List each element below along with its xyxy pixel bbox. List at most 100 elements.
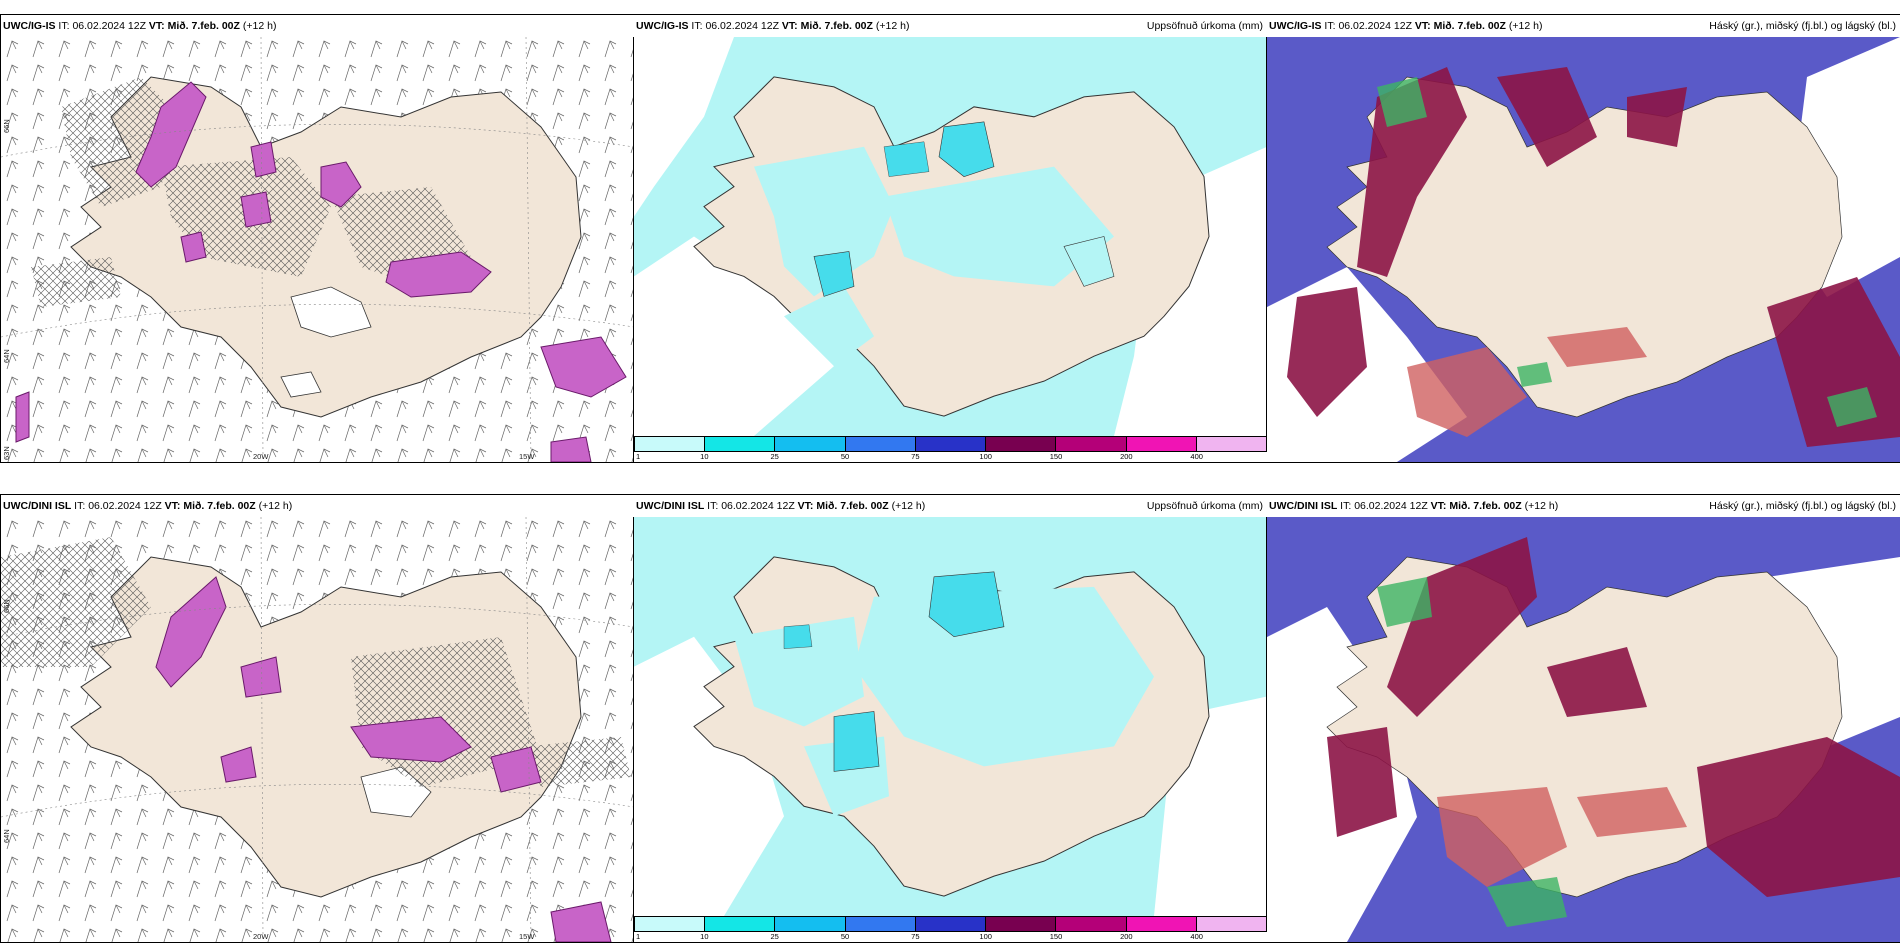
- it-value: 06.02.2024 12Z: [705, 20, 779, 32]
- model-name: UWC/DINI ISL: [3, 500, 72, 512]
- lead-time: (+12 h): [242, 20, 277, 32]
- vt-value: Mið. 7.feb. 00Z: [816, 500, 889, 512]
- colorbar-swatch: [1056, 917, 1127, 931]
- vt-value: Mið. 7.feb. 00Z: [800, 20, 873, 32]
- it-label: IT:: [707, 500, 719, 512]
- panel-header: UWC/IG-IS IT: 06.02.2024 12Z VT: Mið. 7.…: [1267, 15, 1900, 37]
- colorbar-swatch: [705, 437, 776, 451]
- lat-label-64n: 64N: [2, 829, 11, 843]
- colorbar-swatch: [986, 437, 1057, 451]
- lead-time: (+12 h): [1508, 20, 1543, 32]
- cloud-map: [1267, 37, 1900, 462]
- colorbar-tick-label: 150: [1049, 452, 1063, 461]
- lat-label-66n: 66N: [2, 119, 11, 133]
- precip-map: [634, 37, 1267, 436]
- colorbar-tick-label: 10: [700, 452, 709, 461]
- lon-label-20w: 20W: [253, 932, 269, 941]
- lat-label-66n: 66N: [2, 599, 11, 613]
- vt-label: VT:: [797, 500, 814, 512]
- precip-colorbar: 1 10 25 50 75 100 150 200 400: [634, 436, 1267, 462]
- model-name: UWC/DINI ISL: [1269, 500, 1338, 512]
- lon-label-15w: 15W: [519, 932, 535, 941]
- precip-map: [634, 517, 1267, 916]
- colorbar-tick-label: 75: [911, 932, 920, 941]
- lon-label-15w: 15W: [519, 452, 535, 461]
- colorbar-swatch: [1196, 437, 1266, 451]
- model-name: UWC/IG-IS: [636, 20, 689, 32]
- colorbar-swatch: [986, 917, 1057, 931]
- colorbar-tick-label: 1: [636, 932, 641, 941]
- wind-map: [1, 517, 634, 942]
- cloud-title: Háský (gr.), miðský (fj.bl.) og lágský (…: [1709, 500, 1896, 512]
- model-name: UWC/DINI ISL: [636, 500, 705, 512]
- vt-label: VT:: [1414, 20, 1431, 32]
- precip-colorbar: 1 10 25 50 75 100 150 200 400: [634, 916, 1267, 942]
- precip-panel-top: UWC/IG-IS IT: 06.02.2024 12Z VT: Mið. 7.…: [633, 14, 1268, 463]
- lat-label-63n: 63N: [2, 446, 11, 460]
- colorbar-tick-label: 100: [979, 932, 992, 941]
- colorbar-swatch: [635, 437, 706, 451]
- panel-header: UWC/IG-IS IT: 06.02.2024 12Z VT: Mið. 7.…: [634, 15, 1267, 37]
- colorbar-swatch: [705, 917, 776, 931]
- colorbar-ticks: 1 10 25 50 75 100 150 200 400: [634, 452, 1267, 462]
- cloud-panel-top: UWC/IG-IS IT: 06.02.2024 12Z VT: Mið. 7.…: [1266, 14, 1900, 463]
- colorbar-tick-label: 200: [1120, 932, 1133, 941]
- colorbar-tick-label: 75: [911, 452, 920, 461]
- cloud-map: [1267, 517, 1900, 942]
- colorbar-swatch: [915, 917, 987, 931]
- colorbar-swatches: [634, 916, 1267, 932]
- it-value: 06.02.2024 12Z: [72, 20, 146, 32]
- colorbar-tick-label: 50: [840, 932, 850, 941]
- lead-time: (+12 h): [258, 500, 293, 512]
- colorbar-ticks: 1 10 25 50 75 100 150 200 400: [634, 932, 1267, 942]
- lead-time: (+12 h): [875, 20, 910, 32]
- lead-time: (+12 h): [891, 500, 926, 512]
- it-value: 06.02.2024 12Z: [721, 500, 795, 512]
- iceland-land: [70, 76, 582, 418]
- colorbar-tick-label: 100: [979, 452, 992, 461]
- colorbar-tick-label: 25: [770, 452, 779, 461]
- cloud-panel-bottom: UWC/DINI ISL IT: 06.02.2024 12Z VT: Mið.…: [1266, 494, 1900, 943]
- colorbar-tick-label: 400: [1190, 932, 1203, 941]
- panel-header: UWC/IG-IS IT: 06.02.2024 12Z VT: Mið. 7.…: [1, 15, 634, 37]
- it-label: IT:: [1324, 20, 1336, 32]
- panel-header: UWC/DINI ISL IT: 06.02.2024 12Z VT: Mið.…: [634, 495, 1267, 517]
- colorbar-tick-label: 150: [1049, 932, 1063, 941]
- vt-label: VT:: [148, 20, 165, 32]
- vt-label: VT:: [781, 20, 798, 32]
- it-label: IT:: [691, 20, 703, 32]
- colorbar-swatch: [845, 437, 916, 451]
- colorbar-swatch: [1126, 437, 1197, 451]
- it-value: 06.02.2024 12Z: [1338, 20, 1412, 32]
- panel-header: UWC/DINI ISL IT: 06.02.2024 12Z VT: Mið.…: [1, 495, 634, 517]
- it-label: IT:: [1340, 500, 1352, 512]
- lat-label-64n: 64N: [2, 349, 11, 363]
- colorbar-swatch: [915, 437, 987, 451]
- it-label: IT:: [58, 20, 70, 32]
- colorbar-swatch: [1126, 917, 1197, 931]
- colorbar-tick-label: 50: [840, 452, 850, 461]
- colorbar-tick-label: 400: [1190, 452, 1203, 461]
- panel-header: UWC/DINI ISL IT: 06.02.2024 12Z VT: Mið.…: [1267, 495, 1900, 517]
- wind-snow-panel-top: UWC/IG-IS IT: 06.02.2024 12Z VT: Mið. 7.…: [0, 14, 635, 463]
- precip-title: Uppsöfnuð úrkoma (mm): [1146, 500, 1263, 512]
- colorbar-tick-label: 10: [700, 932, 709, 941]
- model-name: UWC/IG-IS: [3, 20, 56, 32]
- colorbar-tick-label: 1: [636, 452, 641, 461]
- colorbar-swatch: [845, 917, 916, 931]
- cloud-title: Háský (gr.), miðský (fj.bl.) og lágský (…: [1709, 20, 1896, 32]
- lead-time: (+12 h): [1524, 500, 1559, 512]
- precip-title: Uppsöfnuð úrkoma (mm): [1146, 20, 1263, 32]
- colorbar-swatch: [775, 437, 846, 451]
- colorbar-swatch: [775, 917, 846, 931]
- it-value: 06.02.2024 12Z: [88, 500, 162, 512]
- vt-value: Mið. 7.feb. 00Z: [167, 20, 240, 32]
- colorbar-tick-label: 200: [1120, 452, 1133, 461]
- wind-map: [1, 37, 634, 462]
- colorbar-swatches: [634, 436, 1267, 452]
- vt-label: VT:: [164, 500, 181, 512]
- colorbar-swatch: [635, 917, 706, 931]
- it-value: 06.02.2024 12Z: [1354, 500, 1428, 512]
- wind-snow-panel-bottom: UWC/DINI ISL IT: 06.02.2024 12Z VT: Mið.…: [0, 494, 635, 943]
- colorbar-swatch: [1056, 437, 1127, 451]
